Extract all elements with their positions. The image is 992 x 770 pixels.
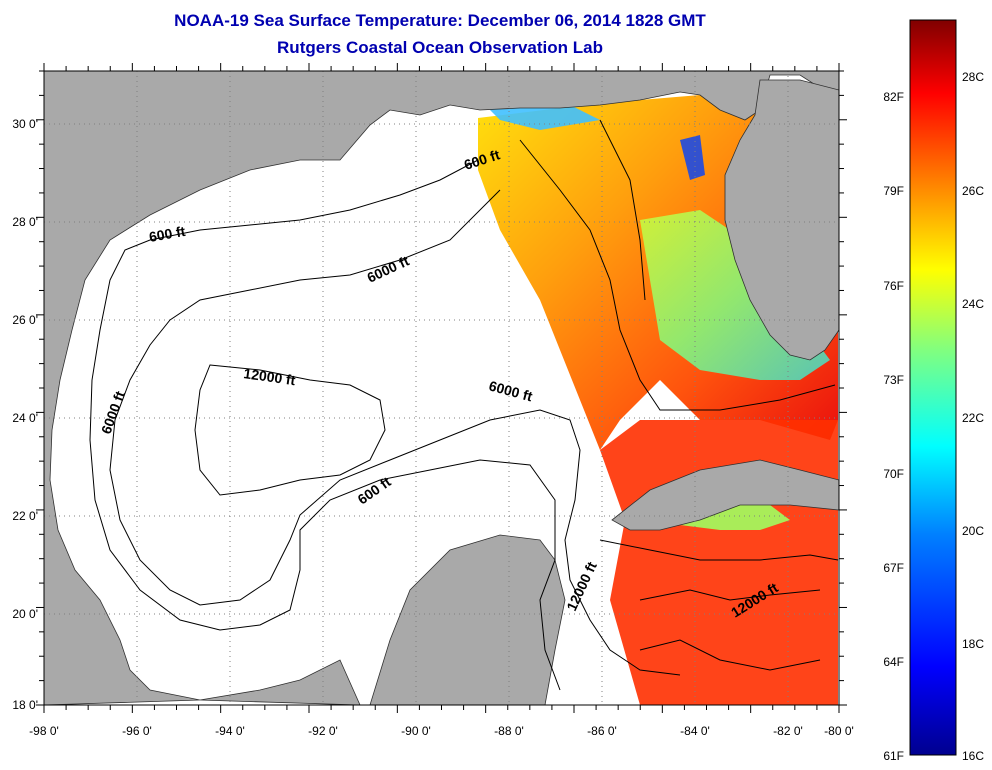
lat-tick-label: 26 0' — [12, 313, 38, 327]
land-areas — [43, 70, 840, 706]
lon-tick-label: -80 0' — [824, 724, 854, 738]
lon-tick-label: -98 0' — [29, 724, 59, 738]
colorbar-c-label: 24C — [962, 297, 984, 311]
bathymetry-contours — [89, 119, 839, 691]
lon-tick-label: -94 0' — [215, 724, 245, 738]
lon-tick-label: -84 0' — [680, 724, 710, 738]
colorbar-f-label: 70F — [883, 467, 904, 481]
lon-tick-label: -86 0' — [587, 724, 617, 738]
lat-tick-label: 24 0' — [12, 411, 38, 425]
lat-tick-label: 22 0' — [12, 509, 38, 523]
lat-tick-label: 30 0' — [12, 117, 38, 131]
colorbar-f-label: 64F — [883, 655, 904, 669]
colorbar-c-label: 28C — [962, 70, 984, 84]
colorbar-c-label: 26C — [962, 184, 984, 198]
map-title: NOAA-19 Sea Surface Temperature: Decembe… — [174, 11, 706, 30]
contour-label-12000-center: 12000 ft — [243, 365, 297, 388]
colorbar-c-label: 22C — [962, 411, 984, 425]
lon-tick-label: -82 0' — [773, 724, 803, 738]
colorbar-f-label: 76F — [883, 279, 904, 293]
lon-tick-label: -92 0' — [308, 724, 338, 738]
lat-tick-label: 28 0' — [12, 215, 38, 229]
lon-tick-label: -88 0' — [494, 724, 524, 738]
colorbar-f-label: 67F — [883, 561, 904, 575]
lat-tick-label: 20 0' — [12, 607, 38, 621]
lon-tick-label: -90 0' — [401, 724, 431, 738]
graticule — [44, 71, 839, 705]
colorbar-c-label: 16C — [962, 749, 984, 763]
colorbar-f-label: 82F — [883, 90, 904, 104]
map-subtitle: Rutgers Coastal Ocean Observation Lab — [277, 38, 603, 57]
colorbar-f-label: 61F — [883, 749, 904, 763]
lon-tick-label: -96 0' — [122, 724, 152, 738]
colorbar-c-label: 20C — [962, 524, 984, 538]
colorbar — [909, 19, 957, 756]
colorbar-f-label: 73F — [883, 373, 904, 387]
contour-label-600-west: 600 ft — [148, 223, 187, 245]
axis-tick-marks — [36, 63, 847, 713]
lat-tick-label: 18 0' — [12, 698, 38, 712]
colorbar-f-label: 79F — [883, 184, 904, 198]
colorbar-c-label: 18C — [962, 637, 984, 651]
